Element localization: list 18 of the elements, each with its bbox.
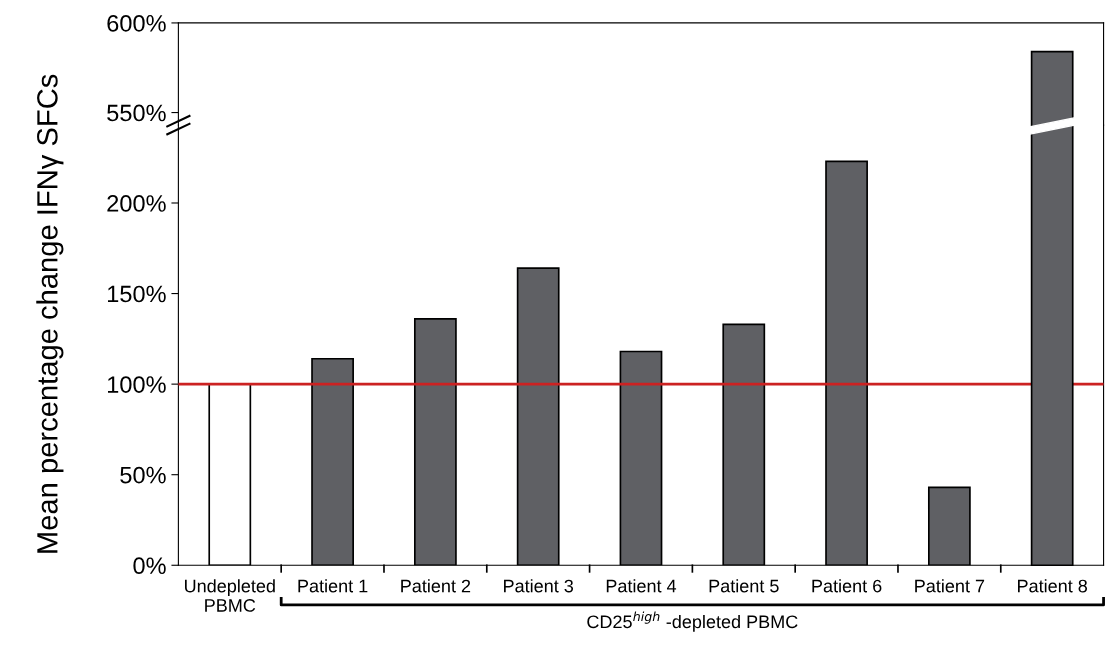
x-tick-label: Patient 7 [915, 579, 985, 593]
x-tick-label: Patient 5 [709, 579, 779, 593]
y-axis-title: Mean percentage change IFNγ SFCs [36, 74, 64, 553]
y-tick-label: 50% [120, 466, 166, 484]
y-tick-label: 0% [133, 557, 166, 575]
text: CD25$^{high}$ -depleted PBMC [587, 611, 798, 632]
x-tick-label: Patient 3 [504, 579, 574, 593]
x-tick-label: Patient 1 [298, 579, 368, 593]
x-tick-label: Undepleted PBMC [185, 579, 275, 612]
x-tick-label: Patient 6 [812, 579, 882, 593]
x-tick-label: Patient 8 [1018, 579, 1088, 593]
x-tick-label: Patient 4 [606, 579, 677, 593]
y-tick-label: 100% [108, 376, 166, 393]
y-tick-label: 200% [107, 195, 166, 212]
y-tick-label: 550% [107, 104, 166, 122]
x-tick-label: Patient 2 [401, 579, 471, 593]
y-tick-label: 600% [107, 14, 166, 32]
y-tick-label: 150% [108, 285, 166, 303]
